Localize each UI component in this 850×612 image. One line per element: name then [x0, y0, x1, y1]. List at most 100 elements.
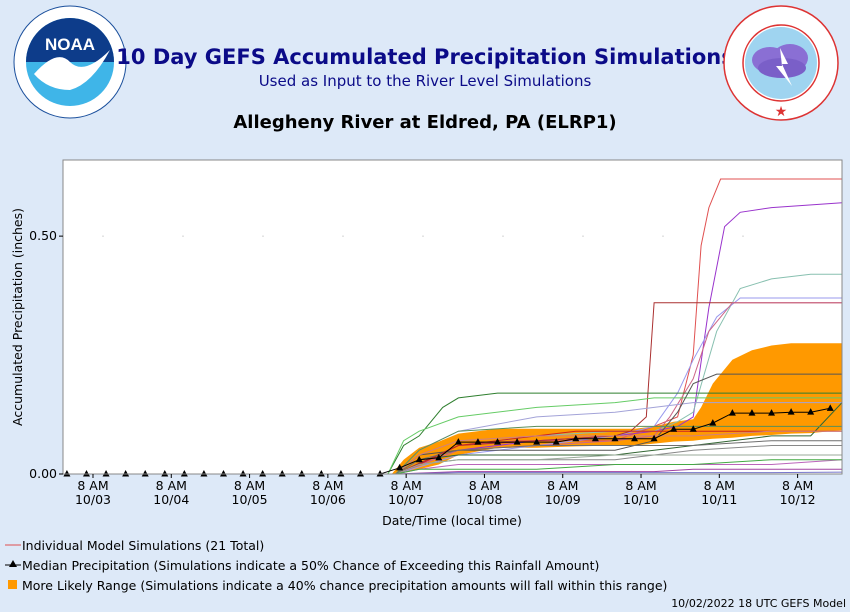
x-tick-label-time: 8 AM — [782, 478, 813, 493]
y-tick-label: 0.00 — [29, 466, 57, 481]
grid-dot — [182, 235, 184, 237]
grid-dot — [582, 235, 584, 237]
plot-frame — [62, 159, 843, 475]
grid-dot — [422, 235, 424, 237]
median-point — [748, 409, 756, 416]
page-subtitle: Used as Input to the River Level Simulat… — [258, 72, 592, 90]
median-point — [200, 470, 208, 477]
median-point — [161, 470, 169, 477]
noaa-logo: NOAA — [13, 5, 127, 119]
median-point — [102, 470, 110, 477]
x-tick-label-time: 8 AM — [391, 478, 422, 493]
median-point — [631, 434, 639, 442]
svg-text:★: ★ — [775, 104, 788, 120]
median-point — [826, 404, 834, 411]
y-axis-label: Accumulated Precipitation (inches) — [10, 208, 25, 426]
median-point — [376, 470, 384, 477]
simulation-line-17 — [395, 471, 843, 475]
median-point — [474, 438, 482, 445]
median-point — [337, 470, 345, 477]
grid-dot — [102, 235, 104, 237]
x-tick-label-time: 8 AM — [704, 478, 735, 493]
legend-range-label: More Likely Range (Simulations indicate … — [22, 578, 668, 593]
median-point — [689, 425, 697, 432]
model-run-footer: 10/02/2022 18 UTC GEFS Model — [671, 597, 846, 610]
x-axis-label: Date/Time (local time) — [382, 513, 522, 528]
legend-range: More Likely Range (Simulations indicate … — [4, 578, 667, 593]
grid-dot — [342, 235, 344, 237]
median-point — [552, 438, 560, 445]
median-point — [219, 470, 227, 477]
header: NOAA 10 Day GEFS Accumulated Precipitati… — [0, 0, 850, 150]
nws-logo: ★ — [723, 5, 839, 121]
median-point — [513, 438, 521, 445]
median-point — [357, 470, 365, 477]
simulation-line-21 — [395, 440, 842, 475]
legend-individual-label: Individual Model Simulations (21 Total) — [22, 538, 265, 553]
x-tick-label-date: 10/04 — [153, 492, 189, 507]
noaa-logo-text: NOAA — [45, 35, 95, 54]
simulation-line-13 — [395, 459, 843, 475]
median-point — [141, 470, 149, 477]
median-point — [278, 470, 286, 477]
median-point — [611, 434, 619, 442]
simulation-line-16 — [395, 468, 842, 475]
median-point — [435, 453, 443, 461]
legend-median-label: Median Precipitation (Simulations indica… — [22, 558, 600, 573]
x-tick-label-time: 8 AM — [547, 478, 578, 493]
median-point — [298, 470, 306, 477]
median-point — [728, 409, 736, 416]
median-point — [180, 470, 188, 477]
median-point — [396, 463, 404, 471]
page-title: 10 Day GEFS Accumulated Precipitation Si… — [116, 45, 734, 69]
grid-dot — [262, 235, 264, 237]
x-tick-label-time: 8 AM — [156, 478, 187, 493]
median-triangle-icon — [5, 560, 21, 567]
x-tick-label-time: 8 AM — [77, 478, 108, 493]
y-tick-label: 0.50 — [29, 228, 57, 243]
median-point — [572, 434, 580, 442]
median-point — [533, 438, 541, 445]
median-point — [454, 438, 462, 445]
x-tick-label-date: 10/07 — [388, 492, 424, 507]
x-tick-label-date: 10/03 — [75, 492, 111, 507]
median-point — [259, 470, 267, 477]
median-point — [494, 438, 502, 445]
median-point — [650, 434, 658, 442]
legend-median: Median Precipitation (Simulations indica… — [4, 558, 599, 573]
median-point — [122, 470, 130, 477]
simulation-line-11 — [395, 402, 843, 475]
median-point — [787, 408, 795, 415]
median-point — [82, 470, 90, 477]
x-tick-label-time: 8 AM — [625, 478, 656, 493]
x-tick-label-time: 8 AM — [469, 478, 500, 493]
x-tick-label-date: 10/08 — [466, 492, 502, 507]
x-tick-label-date: 10/09 — [545, 492, 581, 507]
individual-line-icon — [5, 544, 21, 546]
x-tick-label-time: 8 AM — [312, 478, 343, 493]
median-point — [768, 409, 776, 416]
x-tick-label-time: 8 AM — [234, 478, 265, 493]
median-point — [415, 455, 423, 463]
x-tick-label-date: 10/12 — [780, 492, 816, 507]
x-tick-label-date: 10/05 — [232, 492, 268, 507]
median-point — [591, 434, 599, 442]
median-point — [807, 408, 815, 415]
median-point — [63, 470, 71, 477]
x-tick-label-date: 10/11 — [701, 492, 737, 507]
x-tick-label-date: 10/10 — [623, 492, 659, 507]
location-title: Allegheny River at Eldred, PA (ELRP1) — [233, 112, 617, 133]
simulation-line-15 — [395, 454, 842, 475]
grid-dot — [662, 235, 664, 237]
simulation-line-20 — [395, 425, 842, 475]
grid-dot — [742, 235, 744, 237]
grid-dot — [502, 235, 504, 237]
range-square-icon — [8, 580, 17, 589]
legend-individual: Individual Model Simulations (21 Total) — [4, 538, 264, 553]
simulation-line-8 — [387, 397, 842, 475]
simulation-line-7 — [387, 392, 842, 475]
median-point — [709, 419, 717, 426]
median-point — [670, 425, 678, 432]
x-tick-label-date: 10/06 — [310, 492, 346, 507]
